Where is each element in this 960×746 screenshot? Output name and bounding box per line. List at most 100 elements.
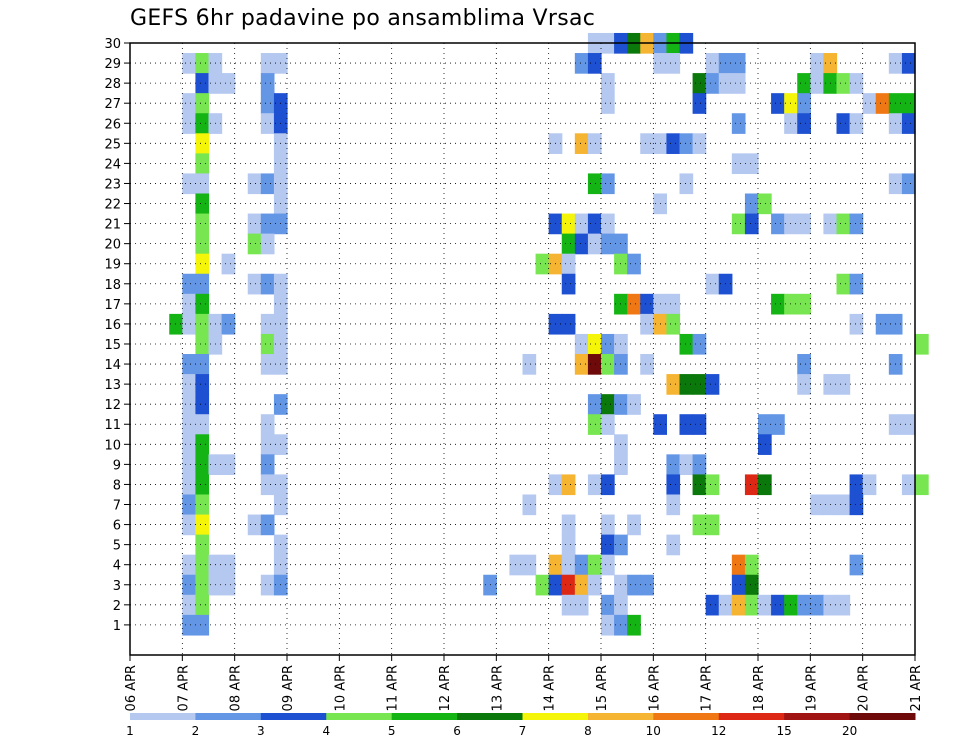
heatmap-cell (195, 354, 210, 375)
heatmap-cell (797, 113, 811, 134)
heatmap-cell (195, 113, 210, 134)
heatmap-cell (574, 333, 589, 355)
heatmap-cell (601, 414, 615, 435)
colorbar-swatch (326, 713, 393, 720)
heatmap-cell (169, 313, 183, 335)
y-tick-label: 3 (113, 579, 121, 594)
colorbar-label: 5 (388, 724, 396, 738)
y-tick-label: 21 (104, 218, 121, 233)
heatmap-cell (260, 514, 275, 536)
heatmap-cell (771, 414, 785, 435)
heatmap-cell (692, 514, 707, 536)
heatmap-cell (915, 333, 929, 355)
heatmap-cell (260, 574, 275, 596)
heatmap-cell (561, 313, 576, 335)
y-tick-label: 28 (104, 77, 121, 92)
heatmap-cell (797, 354, 811, 375)
heatmap-cell (901, 173, 916, 195)
heatmap-cell (849, 494, 864, 516)
x-tick-label: 20 APR (857, 665, 872, 711)
heatmap-cell (601, 233, 615, 255)
heatmap-cell (666, 374, 681, 395)
chart-title: GEFS 6hr padavine po ansamblima Vrsac (130, 6, 596, 31)
heatmap-cell (260, 354, 275, 375)
heatmap-cell (195, 574, 210, 596)
heatmap-cell (601, 93, 615, 114)
heatmap-cell (679, 133, 694, 154)
y-tick-label: 2 (113, 599, 121, 614)
heatmap-cell (784, 93, 798, 114)
colorbar-swatch (130, 713, 196, 720)
heatmap-cell (182, 293, 197, 315)
heatmap-cell (574, 574, 589, 596)
heatmap-cell (195, 374, 210, 395)
colorbar-label: 2 (192, 724, 200, 738)
heatmap-cell (601, 333, 615, 355)
y-tick-label: 20 (104, 238, 121, 253)
heatmap-cell (195, 414, 210, 435)
heatmap-cell (601, 474, 615, 496)
colorbar-swatch (784, 713, 851, 720)
heatmap-cell (195, 213, 210, 235)
heatmap-cell (601, 514, 615, 536)
heatmap-cell (640, 313, 654, 335)
heatmap-cell (195, 273, 210, 295)
y-tick-label: 18 (104, 278, 121, 293)
heatmap-cell (195, 133, 210, 154)
colorbar-label: 7 (519, 724, 527, 738)
heatmap-cell (797, 213, 811, 235)
heatmap-cell (260, 434, 275, 455)
heatmap-cell (692, 73, 707, 94)
heatmap-cell (901, 414, 916, 435)
heatmap-cell (771, 93, 785, 114)
y-tick-label: 24 (104, 157, 121, 172)
heatmap-cell (758, 434, 772, 455)
colorbar-swatch (457, 713, 523, 720)
heatmap-cell (744, 474, 759, 496)
heatmap-cell (587, 133, 602, 154)
heatmap-cell (260, 213, 275, 235)
heatmap-cell (627, 514, 641, 536)
heatmap-cell (797, 93, 811, 114)
heatmap-cell (182, 374, 197, 395)
heatmap-cell (679, 374, 694, 395)
heatmap-cell (666, 313, 681, 335)
heatmap-cell (836, 113, 851, 134)
heatmap-cell (182, 414, 197, 435)
colorbar-label: 6 (453, 724, 461, 738)
heatmap-cell (587, 414, 602, 435)
colorbar-swatch (849, 713, 916, 720)
heatmap-cell (784, 213, 798, 235)
x-tick-label: 13 APR (490, 665, 505, 711)
heatmap-cell (195, 253, 210, 275)
heatmap-cell (574, 53, 589, 74)
heatmap-cell (182, 514, 197, 536)
x-tick-label: 09 APR (281, 665, 296, 711)
heatmap-cell (627, 614, 641, 636)
heatmap-cell (260, 414, 275, 435)
y-tick-label: 4 (113, 559, 121, 574)
heatmap-cell (195, 233, 210, 255)
heatmap-cell (601, 594, 615, 616)
heatmap-cell (692, 454, 707, 476)
heatmap-cell (640, 574, 654, 596)
heatmap-cell (260, 173, 275, 195)
heatmap-cell (260, 333, 275, 355)
heatmap-cell (666, 494, 681, 516)
heatmap-cell (182, 454, 197, 476)
heatmap-cell (679, 414, 694, 435)
x-tick-label: 16 APR (647, 665, 662, 711)
y-tick-label: 23 (104, 177, 121, 192)
heatmap-cell (182, 313, 197, 335)
y-tick-label: 8 (113, 478, 121, 493)
heatmap-cell (195, 313, 210, 335)
heatmap-cell (901, 93, 916, 114)
heatmap-cell (836, 374, 851, 395)
heatmap-cell (744, 554, 759, 576)
heatmap-cell (587, 173, 602, 195)
heatmap-cell (195, 434, 210, 455)
heatmap-cell (260, 474, 275, 496)
heatmap-cell (601, 534, 615, 556)
heatmap-cell (705, 273, 720, 295)
